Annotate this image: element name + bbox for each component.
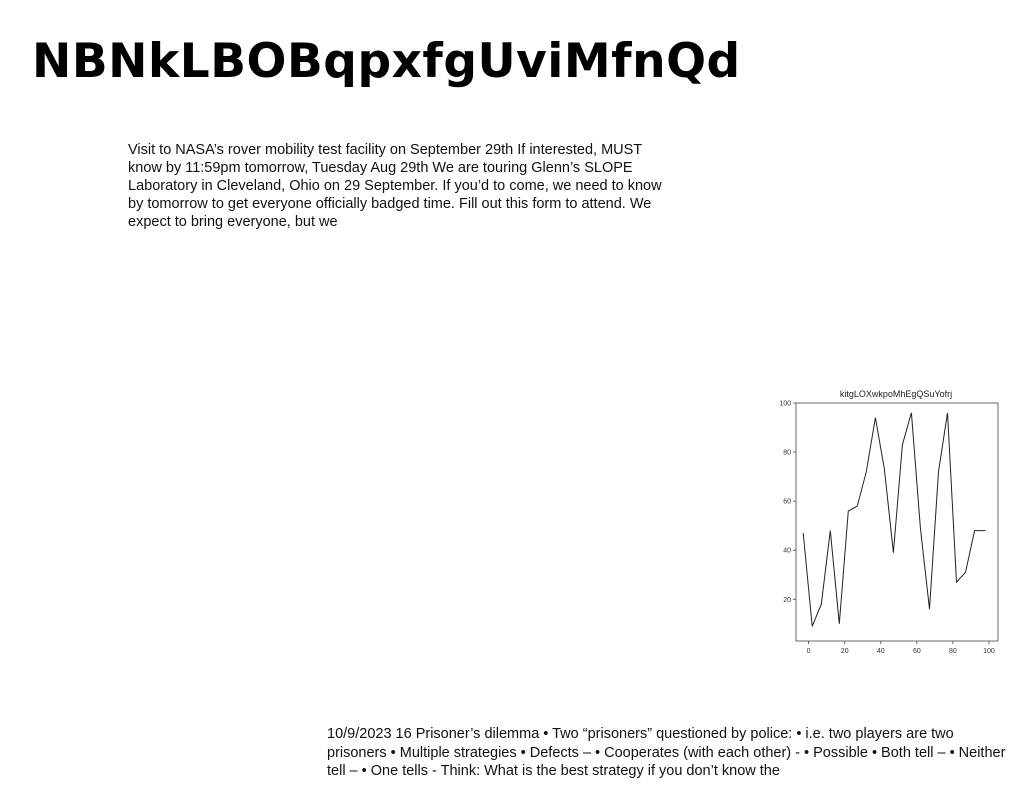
y-tick-label: 40 [783, 548, 791, 555]
line-chart-svg: kitgLOXwkpoMhEgQSuYofrj 0 20 40 60 80 100 20 40… [779, 389, 999, 656]
x-tick-label: 20 [841, 648, 849, 655]
x-tick-label: 100 [983, 648, 995, 655]
x-tick-label: 60 [913, 648, 921, 655]
body-paragraph: Visit to NASA’s rover mobility test faci… [128, 142, 662, 230]
line-chart: kitgLOXwkpoMhEgQSuYofrj 0 20 40 60 80 100 20 40… [770, 382, 1004, 662]
plot-frame [795, 402, 999, 642]
y-tick-label: 100 [779, 401, 791, 408]
x-tick-label: 80 [949, 648, 957, 655]
chart-title: kitgLOXwkpoMhEgQSuYofrj [840, 389, 952, 399]
x-tick-label: 40 [877, 648, 885, 655]
x-tick-label: 0 [807, 648, 811, 655]
y-tick-label: 60 [783, 499, 791, 506]
footer-text: 10/9/2023 16 Prisoner’s dilemma • Two “p… [327, 726, 1006, 779]
series-line [802, 412, 986, 627]
y-tick-label: 20 [783, 597, 791, 604]
y-tick-label: 80 [783, 450, 791, 457]
axis-ticks: 0 20 40 60 80 100 20 40 60 80 100 [779, 401, 995, 656]
page-title: NBNkLBOBqpxfgUviMfnQd [32, 34, 741, 89]
